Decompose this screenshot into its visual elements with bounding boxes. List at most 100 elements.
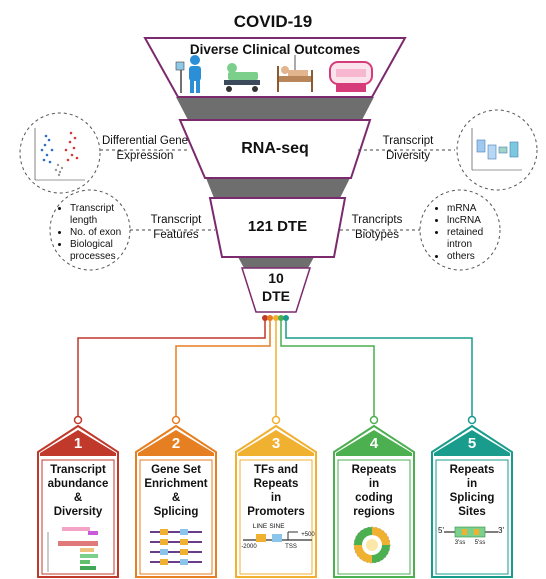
card5-three-prime-label: 3' bbox=[498, 526, 504, 535]
stage-rna-seq: RNA-seq bbox=[241, 140, 309, 157]
card-title-4: Repeats in coding regions bbox=[334, 463, 414, 519]
biotypes-item: mRNA bbox=[447, 203, 503, 215]
label-transcript-features: Transcript Features bbox=[136, 213, 216, 243]
card-outline-1 bbox=[37, 424, 119, 578]
card-title-5: Repeats in Splicing Sites bbox=[432, 463, 512, 519]
card-title-line: in bbox=[368, 478, 380, 490]
card-pin-4 bbox=[369, 415, 379, 425]
card-title-line: & bbox=[73, 492, 83, 504]
coding-repeats-circos-icon bbox=[353, 526, 391, 564]
branch-line-4 bbox=[280, 318, 375, 418]
label-features-line1: Transcript bbox=[150, 214, 202, 226]
card-header-3 bbox=[238, 430, 314, 456]
abundance-barchart-icon bbox=[47, 527, 98, 572]
boxplot-circle bbox=[456, 109, 538, 191]
card-title-line: Repeats bbox=[449, 464, 495, 476]
card-outline-4 bbox=[333, 424, 415, 578]
stage-10-dte-number: 10 bbox=[268, 270, 284, 286]
card-header-1 bbox=[40, 430, 116, 456]
promoter-map-icon bbox=[243, 531, 312, 542]
branch-line-1 bbox=[77, 318, 266, 418]
iv-patient-icon bbox=[175, 55, 201, 93]
card-number-4: 4 bbox=[369, 435, 379, 452]
features-item: No. of exon bbox=[70, 227, 140, 239]
card-number-2: 2 bbox=[171, 435, 181, 452]
biotypes-item: lncRNA bbox=[447, 215, 503, 227]
branch-dot-3 bbox=[273, 315, 279, 321]
card-title-line: Gene Set bbox=[151, 464, 201, 476]
card3-sine-label: SINE bbox=[269, 523, 285, 530]
card-outline-5 bbox=[431, 424, 513, 578]
volcano-plot-icon bbox=[34, 128, 85, 181]
biotypes-list: mRNA lncRNA retained intron others bbox=[435, 203, 503, 263]
card-title-line: coding bbox=[355, 492, 393, 504]
card-title-line: regions bbox=[353, 506, 395, 518]
card-title-line: Diversity bbox=[53, 506, 103, 518]
card3-left-label: -2000 bbox=[241, 544, 257, 550]
card-number-1: 1 bbox=[73, 435, 83, 452]
branch-dot-5 bbox=[283, 315, 289, 321]
card-number-3: 3 bbox=[271, 435, 281, 452]
biotypes-circle bbox=[419, 189, 501, 271]
branch-dot-1 bbox=[262, 315, 268, 321]
biotypes-item: others bbox=[447, 251, 503, 263]
card-title-line: Transcript bbox=[50, 464, 106, 476]
card-header-2 bbox=[138, 430, 214, 456]
card-title-line: Repeats bbox=[253, 478, 299, 490]
stage-121-dte: 121 DTE bbox=[247, 218, 308, 235]
funnel-gray-band-1 bbox=[176, 97, 374, 120]
label-biotypes-line1: Trancripts bbox=[351, 214, 403, 226]
funnel-gray-band-3 bbox=[238, 257, 314, 268]
card-title-line: Splicing bbox=[449, 492, 495, 504]
card-header-4 bbox=[336, 430, 412, 456]
card3-right-label: +500 bbox=[301, 532, 315, 538]
card-title-line: in bbox=[270, 492, 282, 504]
card-title-2: Gene Set Enrichment & Splicing bbox=[136, 463, 216, 519]
features-list: Transcript length No. of exon Biological… bbox=[58, 203, 140, 263]
funnel-gray-band-2 bbox=[206, 178, 350, 198]
card-title-3: TFs and Repeats in Promoters bbox=[236, 463, 316, 519]
card5-3ss-label: 3'ss bbox=[454, 540, 466, 546]
card-title-line: Repeats bbox=[351, 464, 397, 476]
card-inner-frame-3 bbox=[239, 459, 313, 575]
diagram-title: COVID-19 bbox=[233, 12, 313, 31]
boxplot-icon bbox=[471, 128, 522, 171]
card3-line-label: LINE bbox=[252, 523, 268, 530]
label-transcript-diversity: Transcript Diversity bbox=[368, 134, 448, 164]
card-title-line: Sites bbox=[458, 506, 486, 518]
card-outline-2 bbox=[135, 424, 217, 578]
card-pin-3 bbox=[271, 415, 281, 425]
card3-tss-label: TSS bbox=[285, 544, 297, 550]
card-title-1: Transcript abundance & Diversity bbox=[38, 463, 118, 519]
branch-dot-4 bbox=[278, 315, 284, 321]
stage-10-dte-label: DTE bbox=[262, 288, 290, 304]
label-features-line2: Features bbox=[153, 229, 199, 241]
label-diversity-line2: Diversity bbox=[385, 150, 431, 162]
funnel-stage-3 bbox=[208, 197, 347, 258]
stage-clinical-outcomes: Diverse Clinical Outcomes bbox=[189, 42, 361, 57]
splice-site-icon bbox=[444, 526, 498, 538]
card-number-5: 5 bbox=[467, 435, 477, 452]
funnel-stage-4 bbox=[240, 267, 312, 313]
card-inner-frame-5 bbox=[435, 459, 509, 575]
features-circle bbox=[49, 189, 131, 271]
branch-line-5 bbox=[285, 318, 473, 418]
card-inner-frame-1 bbox=[41, 459, 115, 575]
card-title-line: & bbox=[171, 492, 181, 504]
label-differential-expression: Differential Gene Expression bbox=[95, 134, 195, 164]
splicing-exons-icon bbox=[150, 529, 202, 565]
branch-line-2 bbox=[175, 318, 271, 418]
volcano-plot-circle bbox=[19, 112, 101, 194]
label-biotypes-line2: Biotypes bbox=[354, 229, 400, 241]
card-title-line: Promoters bbox=[247, 506, 305, 518]
card5-five-prime-label: 5' bbox=[438, 526, 444, 535]
funnel-stage-2 bbox=[178, 119, 372, 179]
card-pin-1 bbox=[73, 415, 83, 425]
card-pin-5 bbox=[467, 415, 477, 425]
card-title-line: Enrichment bbox=[144, 478, 208, 490]
features-item: Biological processes bbox=[70, 239, 140, 263]
label-differential-line2: Expression bbox=[116, 150, 174, 162]
icu-incubator-icon bbox=[329, 61, 373, 92]
card-pin-2 bbox=[171, 415, 181, 425]
